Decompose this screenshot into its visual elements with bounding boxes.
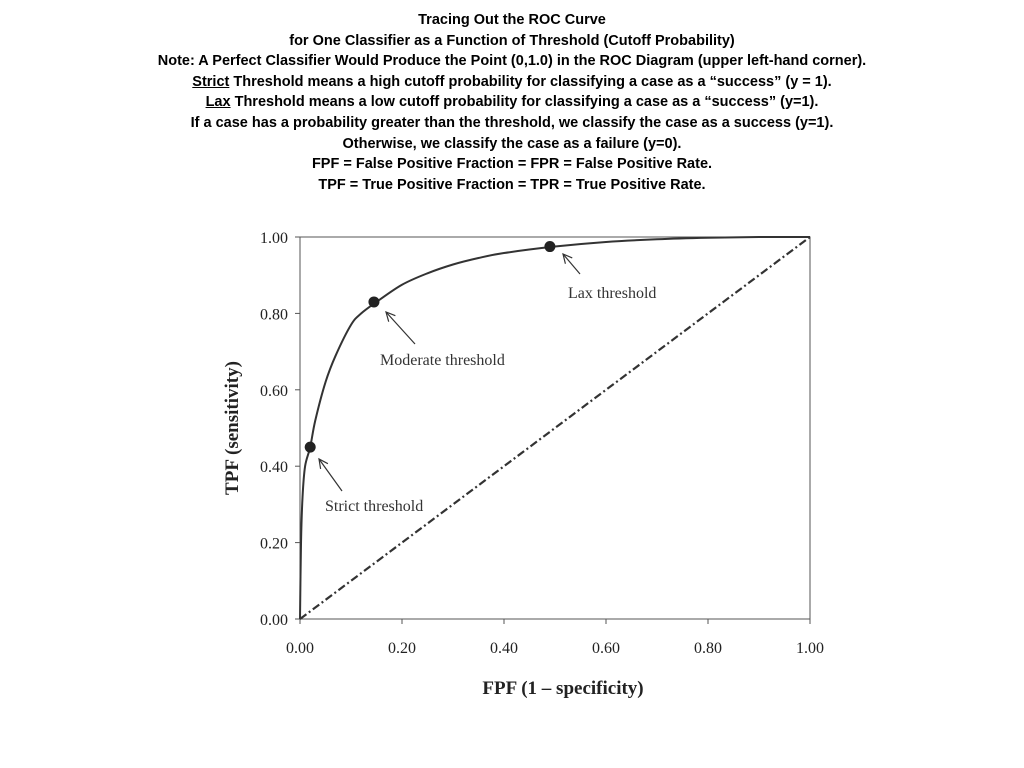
annotations: Strict threshold Moderate threshold Lax th… xyxy=(304,241,656,515)
strict-definition: Threshold means a high cutoff probabilit… xyxy=(229,73,832,90)
heading-line-9: TPF = True Positive Fraction = TPR = Tru… xyxy=(318,176,706,193)
y-tick-label: 0.60 xyxy=(260,383,288,400)
y-tick-label: 0.40 xyxy=(260,459,288,476)
heading-line-1: Tracing Out the ROC Curve xyxy=(418,12,606,28)
heading-line-3: Note: A Perfect Classifier Would Produce… xyxy=(157,53,867,70)
heading-line-6: If a case has a probability greater than… xyxy=(190,114,834,131)
plot-frame xyxy=(299,236,811,620)
chance-diagonal xyxy=(299,236,811,620)
x-tick-label: 0.20 xyxy=(388,640,416,657)
x-axis-title: FPF (1 – specificity) xyxy=(482,678,643,699)
heading-line-2: for One Classifier as a Function of Thre… xyxy=(289,32,735,49)
y-tick-label: 0.00 xyxy=(260,612,288,629)
callout-arrow-line xyxy=(562,253,581,275)
lax-term: Lax xyxy=(205,94,231,111)
y-axis-title: TPF (sensitivity) xyxy=(222,361,243,495)
heading-line-4: Strict Threshold means a high cutoff pro… xyxy=(0,72,1024,93)
axes: 0.00 0.20 0.40 0.60 0.80 1.00 0.00 0.20 0.40 0.60… xyxy=(260,230,824,657)
callout-arrow-head xyxy=(385,311,396,322)
chart-heading: Tracing Out the ROC Curve for One Classi… xyxy=(0,10,1024,195)
heading-line-5: Lax Threshold means a low cutoff probabi… xyxy=(0,92,1024,113)
y-tick-label: 0.80 xyxy=(260,306,288,323)
threshold-point xyxy=(368,296,380,308)
x-tick-label: 1.00 xyxy=(796,640,824,657)
strict-term: Strict xyxy=(192,73,230,90)
y-tick-label: 1.00 xyxy=(260,230,288,247)
heading-line-7: Otherwise, we classify the case as a fai… xyxy=(342,135,682,152)
threshold-label: Lax threshold xyxy=(568,285,656,302)
callout-arrow-line xyxy=(385,311,416,345)
callout-arrow-head xyxy=(562,252,573,264)
callout-arrow-head xyxy=(318,457,329,470)
callout-arrow-line xyxy=(318,458,343,492)
lax-definition: Threshold means a low cutoff probability… xyxy=(230,94,819,111)
threshold-point xyxy=(544,241,556,253)
x-tick-label: 0.80 xyxy=(694,640,722,657)
roc-curve xyxy=(299,235,811,620)
threshold-point xyxy=(304,441,316,453)
heading-line-8: FPF = False Positive Fraction = FPR = Fa… xyxy=(311,156,713,173)
threshold-label: Strict threshold xyxy=(325,498,423,515)
threshold-label: Moderate threshold xyxy=(380,352,505,369)
series xyxy=(299,235,811,620)
x-tick-label: 0.40 xyxy=(490,640,518,657)
x-tick-label: 0.00 xyxy=(286,640,314,657)
y-tick-label: 0.20 xyxy=(260,536,288,553)
x-tick-label: 0.60 xyxy=(592,640,620,657)
